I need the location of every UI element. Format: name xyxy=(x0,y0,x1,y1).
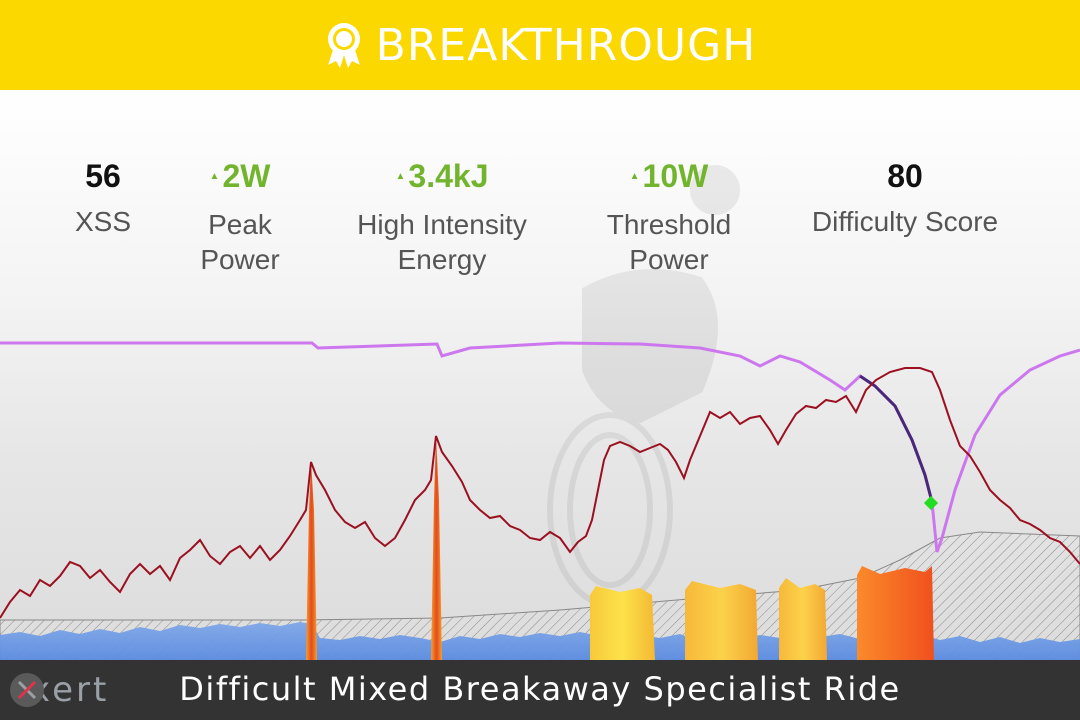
threshold-power-label: Threshold Power xyxy=(606,208,732,275)
breakthrough-banner: BREAKTHROUGH xyxy=(0,0,1080,90)
increase-arrow-icon: ▲ xyxy=(209,170,220,182)
interval-2 xyxy=(685,581,758,660)
xss-label: XSS xyxy=(74,206,132,237)
banner-title: BREAKTHROUGH xyxy=(375,19,757,71)
breakthrough-marker xyxy=(923,495,939,511)
xss-value: 56 xyxy=(85,158,121,194)
threshold-power-value: ▲10W xyxy=(629,158,709,194)
stat-peak-power: ▲2W Peak Power xyxy=(200,156,279,277)
interval-4 xyxy=(857,566,934,660)
interval-1 xyxy=(590,586,655,660)
ride-summary-panel: 56 XSS ▲2W Peak Power ▲3.4kJ High Intensi… xyxy=(0,90,1080,660)
power-line xyxy=(0,367,1080,619)
stat-high-intensity-energy: ▲3.4kJ High Intensity Energy xyxy=(357,156,527,277)
sprint-spike-2 xyxy=(431,436,442,660)
increase-arrow-icon: ▲ xyxy=(629,170,640,182)
stat-difficulty-score: 80 Difficulty Score xyxy=(812,156,998,239)
stat-xss: 56 XSS xyxy=(75,156,131,239)
mpa-line-depleted xyxy=(859,374,934,503)
workout-title: Difficult Mixed Breakaway Specialist Rid… xyxy=(179,670,901,708)
sprint-spike-1 xyxy=(306,462,317,660)
mpa-line xyxy=(0,341,1080,553)
xert-logo-icon xyxy=(10,673,44,707)
ride-chart xyxy=(0,165,1080,660)
peak-power-label: Peak Power xyxy=(200,208,280,275)
xert-logo: xert xyxy=(10,670,109,710)
award-ribbon-icon xyxy=(327,23,360,68)
difficulty-score-value: 80 xyxy=(887,158,923,194)
peak-power-value: ▲2W xyxy=(209,158,271,194)
footer-bar: xert Difficult Mixed Breakaway Specialis… xyxy=(0,660,1080,720)
high-intensity-energy-value: ▲3.4kJ xyxy=(395,158,489,194)
difficulty-score-label: Difficulty Score xyxy=(811,206,999,237)
increase-arrow-icon: ▲ xyxy=(395,170,406,182)
interval-3 xyxy=(779,578,827,660)
high-intensity-energy-label: High Intensity Energy xyxy=(357,208,527,275)
stat-threshold-power: ▲10W Threshold Power xyxy=(607,156,732,277)
